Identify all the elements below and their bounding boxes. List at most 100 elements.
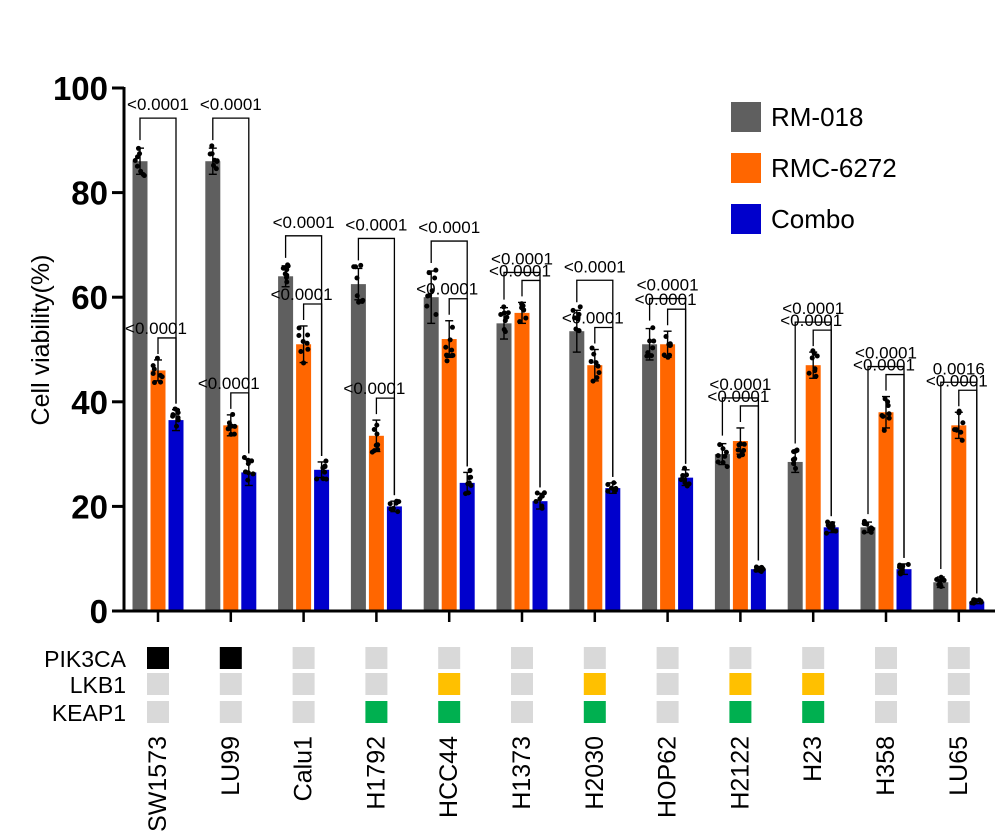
data-point — [958, 429, 964, 435]
data-point — [374, 431, 380, 437]
data-point — [157, 372, 163, 378]
bar-rmc-6272-hop62 — [660, 344, 676, 611]
data-point — [132, 157, 138, 163]
data-point — [667, 341, 673, 347]
data-point — [502, 329, 508, 335]
data-point — [956, 410, 962, 416]
significance-bracket — [594, 326, 614, 477]
p-value-label: <0.0001 — [125, 319, 187, 338]
data-point — [212, 157, 218, 163]
data-point — [449, 347, 455, 353]
data-point — [396, 499, 402, 505]
data-point — [609, 485, 615, 491]
data-point — [519, 301, 525, 307]
bar-rm-018-h2030 — [569, 331, 585, 611]
mutation-cell-keap1-h2122 — [729, 701, 752, 723]
significance-bracket — [521, 279, 541, 488]
data-point — [154, 355, 160, 361]
mutation-cell-pik3ca-lu65 — [947, 647, 970, 669]
data-point — [810, 348, 816, 354]
data-point — [213, 166, 219, 172]
data-point — [356, 299, 362, 305]
data-point — [353, 264, 359, 270]
data-point — [573, 326, 579, 332]
mutation-cell-lkb1-lu65 — [947, 673, 970, 695]
data-point — [736, 453, 742, 459]
mutation-cell-lkb1-h23 — [802, 673, 825, 695]
mutation-cell-pik3ca-hop62 — [656, 647, 679, 669]
data-point — [594, 375, 600, 381]
data-point — [228, 431, 234, 437]
data-point — [576, 311, 582, 317]
legend-label: Combo — [771, 204, 855, 234]
p-value-label: <0.0001 — [416, 280, 478, 299]
data-point — [897, 562, 903, 568]
bar-rmc-6272-h1792 — [368, 435, 384, 611]
data-point — [829, 520, 835, 526]
mutation-cell-keap1-hcc44 — [438, 701, 461, 723]
data-point — [374, 422, 380, 428]
data-point — [429, 288, 435, 294]
data-point — [684, 483, 690, 489]
data-point — [175, 415, 181, 421]
data-point — [736, 442, 742, 448]
bar-rm-018-hcc44 — [423, 297, 439, 611]
data-point — [432, 275, 438, 281]
data-point — [830, 527, 836, 533]
bar-rm-018-h23 — [787, 461, 803, 611]
mutation-cell-pik3ca-hcc44 — [438, 647, 461, 669]
significance-bracket — [885, 373, 905, 558]
data-point — [881, 427, 887, 433]
data-point — [207, 151, 213, 157]
mutation-cell-lkb1-hop62 — [656, 673, 679, 695]
data-point — [426, 270, 432, 276]
data-point — [322, 469, 328, 475]
bar-rm-018-h2122 — [714, 454, 730, 611]
data-point — [612, 488, 618, 494]
significance-bracket — [302, 303, 323, 456]
p-value-label: <0.0001 — [273, 213, 335, 232]
data-point — [136, 145, 142, 151]
data-point — [140, 171, 146, 177]
data-point — [572, 315, 578, 321]
data-point — [959, 437, 965, 443]
data-point — [978, 599, 984, 605]
bar-combo-h358 — [896, 569, 912, 611]
mutation-cell-lkb1-h1373 — [511, 673, 533, 695]
data-point — [720, 459, 726, 465]
mutation-cell-keap1-lu99 — [219, 701, 242, 723]
p-value-label: <0.0001 — [345, 215, 407, 234]
data-point — [152, 380, 158, 386]
data-point — [158, 379, 164, 385]
bar-rm-018-h1373 — [496, 323, 512, 611]
data-point — [722, 453, 728, 459]
data-point — [449, 352, 455, 358]
significance-bracket — [958, 389, 978, 594]
mutation-cell-keap1-lu65 — [947, 701, 970, 723]
data-point — [433, 312, 439, 318]
mutation-cell-pik3ca-h358 — [875, 647, 897, 669]
data-point — [304, 340, 310, 346]
bar-combo-hcc44 — [459, 482, 475, 611]
mutation-cell-pik3ca-h1373 — [511, 647, 533, 669]
mutation-cell-keap1-h1373 — [511, 701, 533, 723]
data-point — [793, 465, 799, 471]
y-tick-label: 0 — [90, 593, 108, 630]
mutation-cell-lkb1-lu99 — [219, 673, 242, 695]
p-value-label: <0.0001 — [855, 344, 917, 363]
data-point — [941, 577, 947, 583]
p-value-label: <0.0001 — [780, 311, 842, 330]
data-point — [814, 353, 820, 359]
data-point — [371, 426, 377, 432]
significance-bracket — [375, 397, 396, 496]
significance-bracket — [139, 117, 177, 404]
p-value-label: <0.0001 — [635, 290, 697, 309]
y-tick-label: 100 — [53, 70, 108, 107]
data-point — [938, 583, 944, 589]
x-category-label: Calu1 — [290, 736, 318, 801]
bar-combo-h1373 — [532, 501, 548, 611]
data-point — [305, 332, 311, 338]
bar-rmc-6272-sw1573 — [150, 370, 166, 611]
bar-rmc-6272-lu65 — [951, 425, 967, 611]
